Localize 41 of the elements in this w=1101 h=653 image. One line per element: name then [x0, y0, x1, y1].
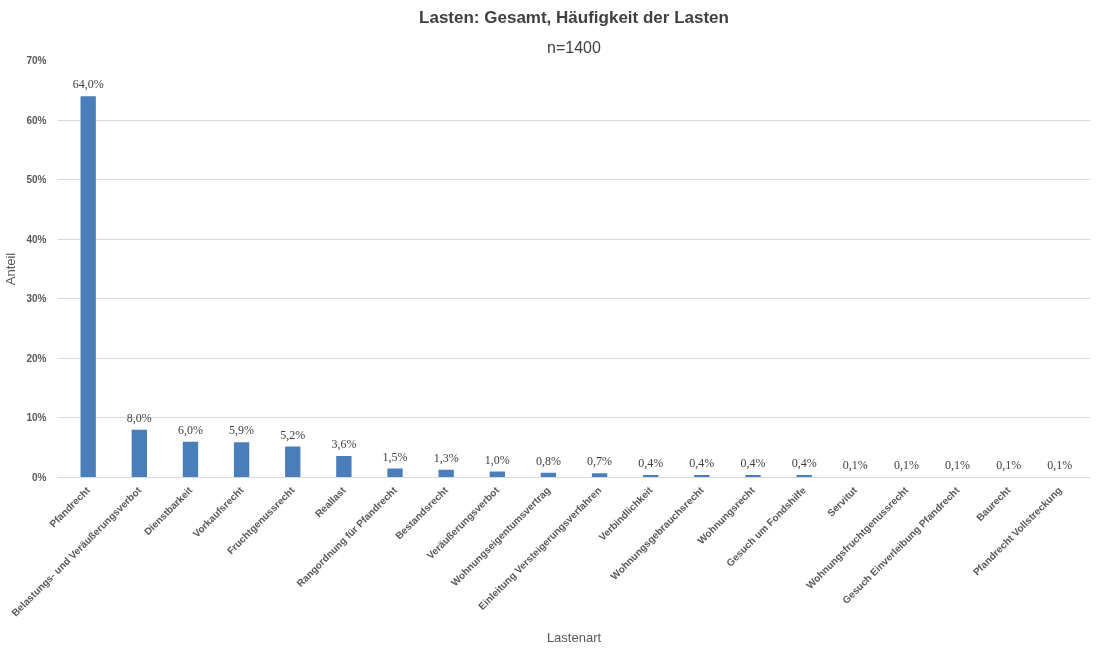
- data-label: 5,2%: [280, 427, 306, 442]
- y-tick-label: 0%: [32, 472, 47, 483]
- y-tick-label: 50%: [26, 174, 47, 186]
- data-label: 0,1%: [996, 457, 1022, 472]
- data-label: 0,4%: [689, 456, 715, 471]
- bar: [438, 469, 454, 478]
- chart-subtitle: n=1400: [547, 38, 602, 56]
- data-label: 0,1%: [893, 457, 919, 472]
- bar: [182, 441, 199, 478]
- bar: [80, 96, 96, 478]
- data-label: 6,0%: [177, 422, 203, 437]
- data-label: 0,8%: [535, 453, 561, 468]
- data-label: 3,6%: [331, 437, 357, 452]
- data-label: 8,0%: [126, 410, 152, 425]
- data-label: 0,1%: [842, 457, 868, 472]
- y-tick-label: 40%: [26, 233, 47, 245]
- data-label: 1,5%: [382, 449, 408, 464]
- data-label: 1,0%: [484, 452, 510, 467]
- y-tick-label: 70%: [26, 55, 47, 66]
- data-label: 1,3%: [433, 450, 459, 465]
- bar: [233, 442, 250, 478]
- x-axis-title: Lastenart: [546, 630, 602, 646]
- y-tick-label: 30%: [26, 293, 47, 305]
- chart-title: Lasten: Gesamt, Häufigkeit der Lasten: [419, 7, 729, 27]
- bar: [336, 456, 352, 478]
- data-label: 0,1%: [1047, 457, 1073, 472]
- data-label: 0,4%: [740, 456, 766, 471]
- bar: [591, 473, 608, 478]
- y-tick-label: 20%: [26, 352, 47, 364]
- data-label: 5,9%: [229, 423, 255, 438]
- data-label: 64,0%: [72, 77, 104, 92]
- bar: [285, 446, 301, 478]
- bar: [131, 429, 147, 478]
- data-label: 0,4%: [638, 456, 664, 471]
- data-label: 0,1%: [945, 457, 971, 472]
- y-tick-label: 10%: [26, 412, 47, 424]
- data-label: 0,7%: [587, 454, 613, 469]
- y-axis-title: Anteil: [3, 252, 19, 286]
- bar: [387, 468, 403, 478]
- y-tick-label: 60%: [26, 114, 47, 126]
- data-label: 0,4%: [791, 456, 817, 471]
